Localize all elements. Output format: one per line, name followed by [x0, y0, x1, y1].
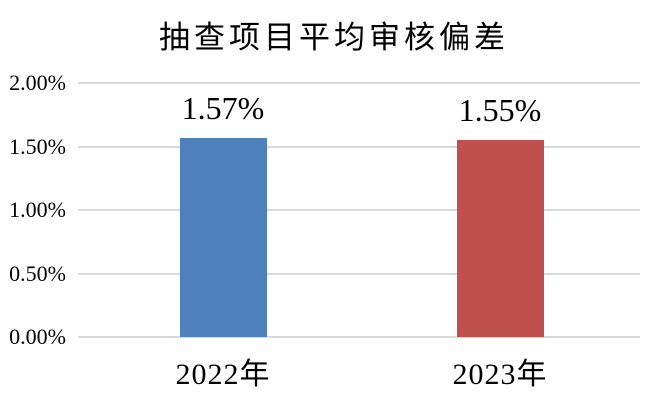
bar-data-label: 1.55%	[458, 92, 542, 128]
chart-title: 抽查项目平均审核偏差	[159, 20, 509, 55]
bar-2023年[interactable]	[457, 140, 544, 337]
x-axis-category-label: 2023年	[452, 358, 548, 391]
x-axis-category-label: 2022年	[175, 358, 271, 391]
y-axis-tick-label: 0.50%	[9, 261, 66, 286]
y-axis-tick-label: 1.50%	[9, 134, 66, 159]
plot-area: 1.57% 1.55%	[78, 82, 640, 338]
horizontal-gridline	[78, 209, 640, 211]
horizontal-gridline	[78, 82, 640, 84]
y-axis-tick-label: 1.00%	[9, 197, 66, 222]
y-axis-tick-label: 2.00%	[9, 70, 66, 95]
y-axis-tick-label: 0.00%	[9, 324, 66, 349]
bar-data-label: 1.57%	[181, 90, 265, 126]
horizontal-gridline	[78, 336, 640, 338]
bar-2022年[interactable]	[180, 138, 267, 337]
horizontal-gridline	[78, 272, 640, 275]
horizontal-gridline	[78, 145, 640, 148]
